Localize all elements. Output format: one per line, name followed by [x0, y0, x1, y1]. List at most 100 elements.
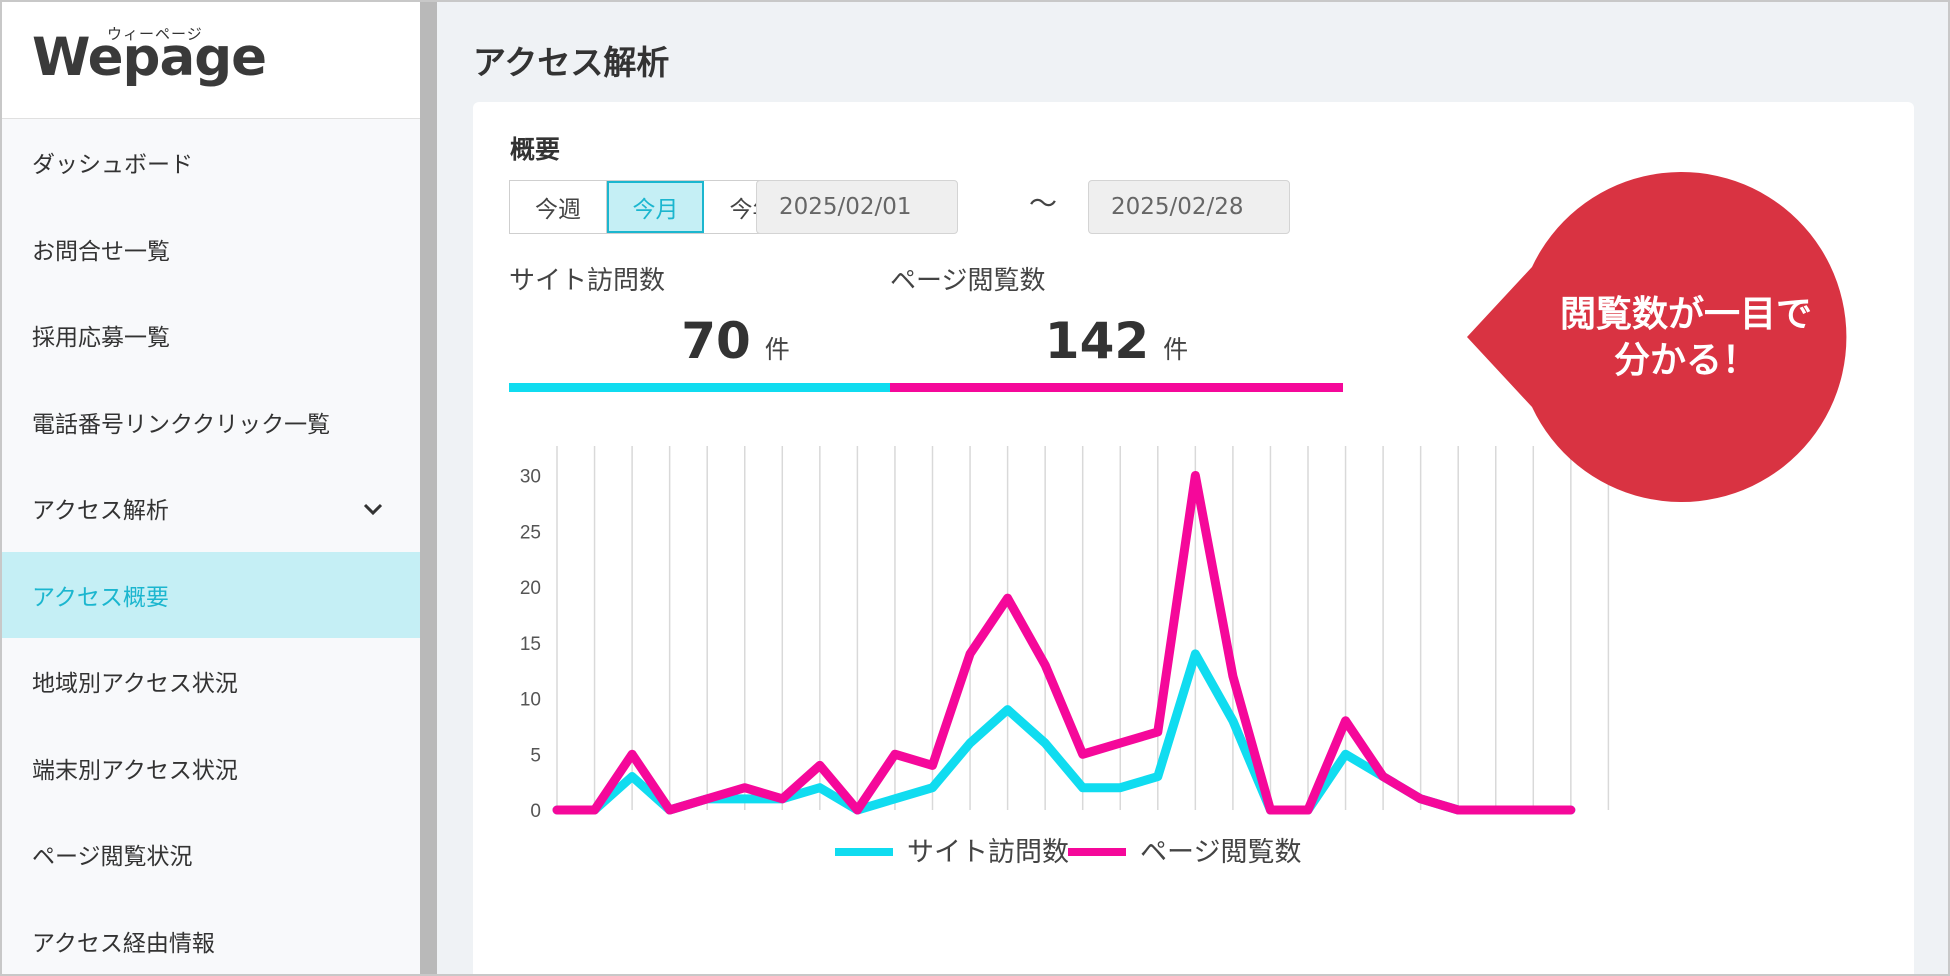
y-tick-label: 15 [520, 634, 541, 655]
data-point [706, 798, 708, 800]
sidebar-item-referrers[interactable]: アクセス経由情報 [2, 898, 420, 975]
date-separator: 〜 [1029, 187, 1058, 220]
sidebar-item-inquiries[interactable]: お問合せ一覧 [2, 206, 420, 293]
data-point [1532, 809, 1534, 811]
views-count: 142 [1044, 312, 1150, 370]
sidebar-item-label: 地域別アクセス状況 [32, 671, 238, 698]
callout-bubble [1467, 172, 1847, 502]
visits-value: 70 件 [509, 312, 962, 370]
sidebar-item-phone-clicks[interactable]: 電話番号リンククリック一覧 [2, 379, 420, 466]
logo-ruby: ウィーページ [107, 25, 203, 43]
data-point [781, 798, 783, 800]
data-point [1044, 742, 1046, 744]
data-point [1307, 809, 1309, 811]
data-point [1495, 809, 1497, 811]
callout-line-2: 分かる！ [1613, 340, 1758, 381]
data-point [1007, 709, 1009, 711]
data-point [631, 776, 633, 778]
visits-label: サイト訪問数 [509, 266, 666, 296]
data-point [744, 798, 746, 800]
data-point [1082, 787, 1084, 789]
section-title: 概要 [510, 135, 561, 164]
data-point [1269, 809, 1271, 811]
data-point [932, 764, 933, 766]
y-tick-label: 10 [520, 690, 541, 711]
sidebar-nav: ダッシュボード お問合せ一覧 採用応募一覧 電話番号リンククリック一覧 アクセス… [2, 119, 420, 975]
callout-text: 閲覧数が一目で 分かる！ [1536, 292, 1836, 384]
sidebar-item-access-analysis[interactable]: アクセス解析 [2, 465, 420, 552]
range-button-week[interactable]: 今週 [510, 181, 607, 233]
sidebar-item-dashboard[interactable]: ダッシュボード [2, 119, 420, 206]
legend-label: サイト訪問数 [907, 837, 1069, 868]
data-point [1119, 787, 1121, 789]
data-point [1457, 809, 1459, 811]
data-point [1345, 720, 1347, 722]
y-tick-label: 30 [520, 467, 541, 488]
visits-unit: 件 [764, 335, 790, 364]
data-point [1044, 664, 1046, 666]
views-bar [890, 383, 1343, 392]
data-point [1194, 475, 1196, 476]
data-point [1382, 776, 1384, 778]
data-point [669, 809, 671, 811]
data-point [1007, 597, 1009, 599]
sidebar-item-label: 電話番号リンククリック一覧 [32, 411, 331, 438]
sidebar-item-label: 端末別アクセス状況 [32, 757, 238, 784]
sidebar-item-label: 採用応募一覧 [32, 325, 170, 352]
chevron-down-icon[interactable] [362, 498, 384, 520]
data-point [1082, 753, 1084, 755]
data-point [1157, 731, 1159, 733]
range-selector: 今週 今月 今年 [509, 180, 802, 234]
date-from-field[interactable]: 2025/02/01 [756, 180, 958, 234]
sidebar-item-label: アクセス解析 [32, 498, 169, 525]
sidebar-item-label: アクセス経由情報 [32, 930, 215, 957]
access-line-chart: 0 5 10 15 20 25 30 サイト訪問数 ページ閲覧数 [520, 446, 1610, 868]
data-point [1232, 675, 1234, 677]
legend-label: ページ閲覧数 [1140, 837, 1301, 868]
sidebar-item-page-views[interactable]: ページ閲覧状況 [2, 811, 420, 898]
data-point [744, 787, 746, 789]
series-line-1 [552, 649, 1576, 815]
data-point [894, 753, 896, 755]
data-point [932, 787, 933, 789]
sidebar-item-label: ダッシュボード [32, 152, 193, 179]
data-point [1194, 653, 1196, 655]
views-label: ページ閲覧数 [890, 266, 1046, 296]
logo[interactable]: Wepage [32, 27, 267, 88]
sidebar-item-applications[interactable]: 採用応募一覧 [2, 292, 420, 379]
data-point [894, 798, 896, 800]
data-point [1232, 720, 1234, 722]
range-button-month[interactable]: 今月 [607, 181, 704, 233]
data-point [969, 653, 971, 655]
y-tick-label: 20 [520, 578, 541, 599]
data-point [631, 753, 633, 755]
data-point [969, 742, 971, 744]
y-tick-label: 25 [520, 522, 541, 543]
sidebar-item-label: アクセス概要 [32, 584, 169, 611]
date-to-field[interactable]: 2025/02/28 [1088, 180, 1290, 234]
sidebar: ウィーページ Wepage ダッシュボード お問合せ一覧 採用応募一覧 電話番号… [2, 2, 420, 975]
data-point [1570, 809, 1572, 811]
data-point [819, 787, 821, 789]
series-line-2 [552, 471, 1576, 815]
y-tick-label: 0 [530, 801, 541, 822]
y-tick-label: 5 [530, 745, 541, 766]
sidebar-scrollbar[interactable] [420, 2, 437, 974]
brand-header: ウィーページ Wepage [2, 2, 420, 119]
visits-bar [509, 383, 962, 392]
page-title: アクセス解析 [473, 43, 670, 82]
data-point [1119, 742, 1121, 744]
sidebar-item-access-overview[interactable]: アクセス概要 [2, 551, 420, 638]
sidebar-item-label: お問合せ一覧 [32, 238, 170, 265]
data-point [819, 764, 821, 766]
views-unit: 件 [1163, 335, 1189, 364]
sidebar-item-regional-access[interactable]: 地域別アクセス状況 [2, 638, 420, 725]
data-point [1345, 753, 1347, 755]
callout-line-1: 閲覧数が一目で [1559, 294, 1812, 335]
views-value: 142 件 [890, 312, 1343, 370]
sidebar-item-device-access[interactable]: 端末別アクセス状況 [2, 725, 420, 812]
data-point [856, 809, 858, 811]
visits-count: 70 [681, 312, 751, 370]
data-point [1420, 798, 1422, 800]
